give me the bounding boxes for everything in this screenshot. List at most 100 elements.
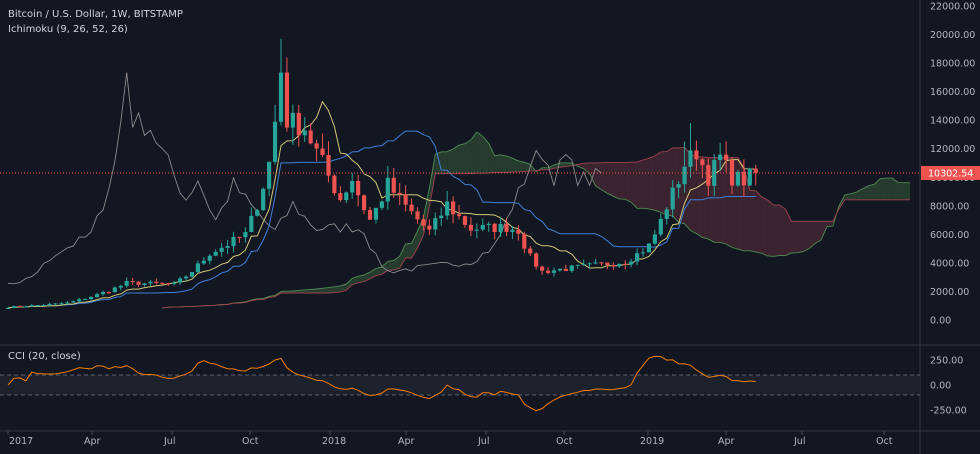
candle-body xyxy=(510,229,515,232)
price-tick-label: 14000.00 xyxy=(930,116,975,127)
cloud-segment xyxy=(821,221,827,241)
cloud-segment xyxy=(868,184,875,200)
cloud-segment xyxy=(696,156,703,238)
cloud-segment xyxy=(613,162,620,199)
chart-title: Bitcoin / U.S. Dollar, 1W, BITSTAMP xyxy=(8,9,183,20)
candle-body xyxy=(451,201,456,215)
candle-body xyxy=(718,154,723,161)
candle-body xyxy=(154,281,159,283)
cloud-segment xyxy=(399,243,406,268)
time-tick-label: Jul xyxy=(163,436,175,447)
cloud-segment xyxy=(352,276,359,285)
candle-body xyxy=(724,154,729,160)
cloud-segment xyxy=(542,167,549,170)
candle-body xyxy=(83,299,88,301)
cloud-segment xyxy=(494,154,501,173)
cloud-segment xyxy=(898,182,905,200)
cloud-segment xyxy=(488,143,495,173)
cci-line xyxy=(7,355,756,412)
cloud-segment xyxy=(429,154,436,207)
candle-body xyxy=(118,285,123,288)
candle-body xyxy=(225,246,230,248)
candle-body xyxy=(688,150,693,167)
cloud-segment xyxy=(755,190,762,254)
candle-body xyxy=(652,234,657,244)
candle-body xyxy=(308,130,313,144)
price-tick-label: 16000.00 xyxy=(930,87,975,98)
candle-body xyxy=(415,211,420,220)
price-tick-label: 18000.00 xyxy=(930,59,975,70)
candle-body xyxy=(356,180,361,196)
candle-body xyxy=(47,303,52,306)
senkou-span-a-line xyxy=(162,131,911,309)
cloud-segment xyxy=(447,148,454,174)
cloud-segment xyxy=(619,162,626,200)
candle-body xyxy=(23,306,28,308)
time-tick-label: Apr xyxy=(84,436,101,447)
cloud-segment xyxy=(375,266,382,276)
candle-body xyxy=(587,263,592,265)
candle-body xyxy=(540,266,545,271)
cloud-segment xyxy=(405,243,412,258)
candle-body xyxy=(201,260,206,264)
cloud-segment xyxy=(411,231,418,258)
cloud-segment xyxy=(648,155,655,211)
candle-body xyxy=(486,223,491,225)
last-price-badge xyxy=(921,165,980,180)
candle-body xyxy=(255,210,260,216)
candle-body xyxy=(427,225,432,230)
cloud-segment xyxy=(304,289,311,294)
time-tick-label: Jul xyxy=(477,436,489,447)
cloud-segment xyxy=(435,151,442,174)
cci-tick-label: -250.00 xyxy=(930,406,967,417)
candle-body xyxy=(35,305,40,307)
cloud-segment xyxy=(595,162,602,190)
price-tick-label: 22000.00 xyxy=(930,2,975,13)
candle-body xyxy=(332,175,337,194)
candle-body xyxy=(569,265,574,271)
cloud-segment xyxy=(470,131,477,174)
candle-body xyxy=(100,292,106,295)
cci-pane xyxy=(0,355,920,412)
price-tick-label: 4000.00 xyxy=(930,258,969,269)
cloud-segment xyxy=(737,157,744,251)
candle-body xyxy=(267,161,272,189)
cloud-segment xyxy=(844,193,851,200)
candle-body xyxy=(421,219,426,226)
candle-body xyxy=(314,143,319,149)
candle-body xyxy=(272,121,278,162)
candle-body xyxy=(581,264,586,266)
kijun-sen-line xyxy=(7,130,756,309)
cloud-segment xyxy=(773,205,780,257)
candle-body xyxy=(77,299,82,302)
candle-body xyxy=(516,229,521,234)
candle-body xyxy=(670,187,675,210)
cloud-segment xyxy=(678,147,685,224)
cloud-segment xyxy=(743,167,750,251)
cloud-segment xyxy=(761,196,768,256)
candle-body xyxy=(397,192,402,195)
candle-body xyxy=(605,262,610,266)
candle-body xyxy=(617,263,622,267)
cloud-segment xyxy=(892,178,899,200)
candle-body xyxy=(682,166,687,185)
candle-body xyxy=(367,210,373,220)
candle-body xyxy=(148,281,153,284)
candle-body xyxy=(278,72,284,122)
candle-body xyxy=(290,112,295,128)
candle-body xyxy=(338,193,343,201)
cloud-segment xyxy=(346,278,353,291)
cloud-segment xyxy=(809,221,816,249)
cloud-segment xyxy=(518,160,525,172)
candle-body xyxy=(634,253,640,262)
time-tick-label: 2018 xyxy=(322,436,346,447)
cloud-segment xyxy=(500,154,507,173)
time-tick-label: Jul xyxy=(793,436,805,447)
cloud-segment xyxy=(358,274,365,283)
candle-body xyxy=(640,252,646,254)
candle-body xyxy=(71,301,76,303)
cloud-segment xyxy=(803,221,810,252)
candle-body xyxy=(326,155,331,176)
cci-tick-label: 0.00 xyxy=(930,381,951,392)
